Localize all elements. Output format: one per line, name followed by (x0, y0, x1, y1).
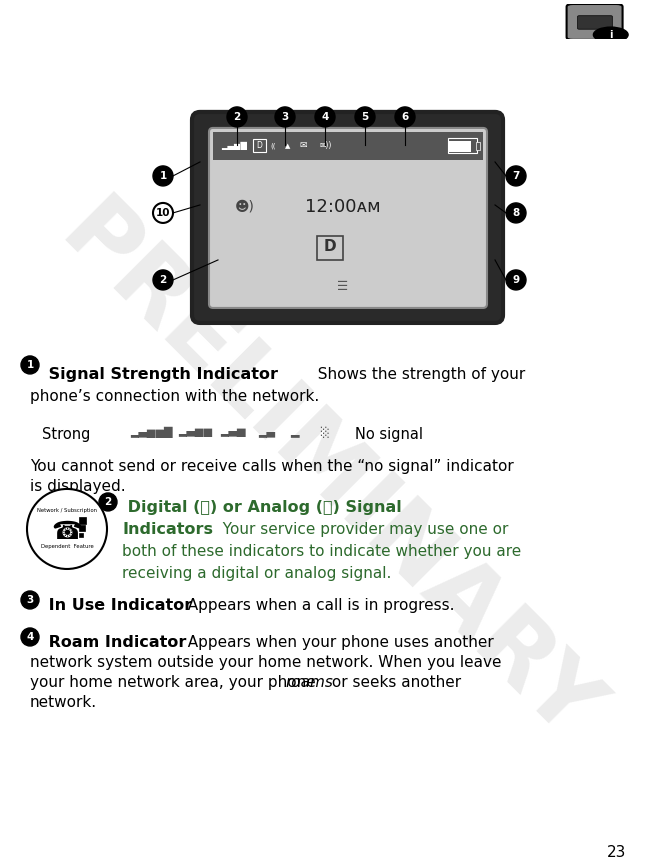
Text: 9: 9 (512, 275, 520, 285)
Text: roams: roams (285, 675, 333, 690)
Text: 1: 1 (160, 171, 167, 181)
Text: ░: ░ (320, 427, 328, 438)
Text: 1: 1 (26, 360, 34, 370)
Text: 3: 3 (281, 112, 288, 122)
Text: ▂▄▆█: ▂▄▆█ (221, 142, 247, 150)
Bar (79, 518, 86, 524)
Circle shape (593, 27, 628, 42)
Circle shape (153, 166, 173, 186)
Text: 4: 4 (26, 632, 34, 642)
Text: your home network area, your phone: your home network area, your phone (30, 675, 321, 690)
Text: Digital (ⓓ) or Analog (Ⓐ) Signal: Digital (ⓓ) or Analog (Ⓐ) Signal (122, 500, 401, 515)
Circle shape (315, 107, 335, 127)
Text: You cannot send or receive calls when the “no signal” indicator: You cannot send or receive calls when th… (30, 459, 514, 474)
Circle shape (227, 107, 247, 127)
Text: phone’s connection with the network.: phone’s connection with the network. (30, 389, 319, 404)
Text: Dependent  Feature: Dependent Feature (41, 544, 93, 550)
Text: Appears when your phone uses another: Appears when your phone uses another (178, 635, 494, 650)
Text: ✉)): ✉)) (319, 142, 331, 150)
Text: Appears when a call is in progress.: Appears when a call is in progress. (178, 598, 455, 613)
Text: Network / Subscription: Network / Subscription (37, 509, 97, 513)
Text: ▂▄▆▆: ▂▄▆▆ (178, 427, 212, 437)
FancyBboxPatch shape (252, 139, 265, 152)
Text: Shows the strength of your: Shows the strength of your (308, 367, 525, 382)
Circle shape (27, 489, 107, 569)
FancyBboxPatch shape (449, 141, 471, 152)
FancyBboxPatch shape (213, 132, 483, 160)
Text: D: D (324, 239, 336, 254)
Text: ✉: ✉ (299, 142, 307, 150)
Text: 23: 23 (607, 845, 627, 860)
Text: 5: 5 (361, 112, 369, 122)
Text: 4: 4 (321, 112, 328, 122)
Circle shape (99, 493, 117, 511)
Text: 2: 2 (233, 112, 240, 122)
Text: ▂: ▂ (290, 427, 298, 437)
Text: No signal: No signal (355, 427, 423, 442)
Text: In Use Indicator: In Use Indicator (43, 598, 193, 613)
Text: ☎: ☎ (51, 520, 83, 544)
Text: or seeks another: or seeks another (327, 675, 461, 690)
Text: About Your Phone: About Your Phone (177, 11, 388, 32)
Circle shape (21, 628, 39, 646)
Text: Roam Indicator: Roam Indicator (43, 635, 187, 650)
Text: is displayed.: is displayed. (30, 479, 125, 494)
Text: ☰: ☰ (338, 281, 349, 294)
Text: both of these indicators to indicate whether you are: both of these indicators to indicate whe… (122, 544, 521, 559)
Text: ((: (( (270, 143, 275, 149)
Text: 7: 7 (512, 171, 520, 181)
Text: i: i (609, 29, 612, 40)
FancyBboxPatch shape (192, 112, 503, 323)
Circle shape (506, 270, 526, 290)
Text: Strong: Strong (42, 427, 91, 442)
Circle shape (21, 591, 39, 609)
FancyBboxPatch shape (447, 138, 476, 154)
Text: 2: 2 (104, 497, 112, 507)
FancyBboxPatch shape (209, 128, 487, 308)
Text: Signal Strength Indicator: Signal Strength Indicator (43, 367, 278, 382)
Circle shape (275, 107, 295, 127)
Text: 10: 10 (156, 208, 170, 218)
FancyBboxPatch shape (317, 236, 343, 260)
Circle shape (506, 203, 526, 223)
Text: ☻): ☻) (235, 200, 255, 214)
Text: network system outside your home network. When you leave: network system outside your home network… (30, 655, 501, 670)
Text: PRELIMINARY: PRELIMINARY (41, 188, 615, 762)
Text: 2: 2 (160, 275, 167, 285)
Bar (476, 142, 480, 150)
Text: ▂▄▆: ▂▄▆ (220, 427, 246, 437)
Text: 3: 3 (26, 595, 34, 605)
Circle shape (506, 166, 526, 186)
Circle shape (355, 107, 375, 127)
Circle shape (395, 107, 415, 127)
Text: receiving a digital or analog signal.: receiving a digital or analog signal. (122, 566, 392, 581)
Bar (79, 533, 83, 537)
Circle shape (21, 356, 39, 374)
Text: Indicators: Indicators (122, 522, 213, 537)
Text: ▲: ▲ (285, 143, 290, 149)
FancyBboxPatch shape (578, 16, 612, 29)
Text: ▂▄: ▂▄ (258, 427, 275, 437)
Text: Your service provider may use one or: Your service provider may use one or (213, 522, 509, 537)
Bar (79, 525, 85, 530)
Text: ▂▄▆▆█: ▂▄▆▆█ (130, 427, 173, 438)
Text: 12:00ᴀᴍ: 12:00ᴀᴍ (306, 198, 381, 216)
Text: 8: 8 (512, 208, 520, 218)
Text: network.: network. (30, 695, 97, 710)
Text: D: D (256, 142, 262, 150)
FancyBboxPatch shape (566, 4, 623, 40)
Circle shape (153, 203, 173, 223)
Text: 6: 6 (401, 112, 409, 122)
Circle shape (153, 270, 173, 290)
